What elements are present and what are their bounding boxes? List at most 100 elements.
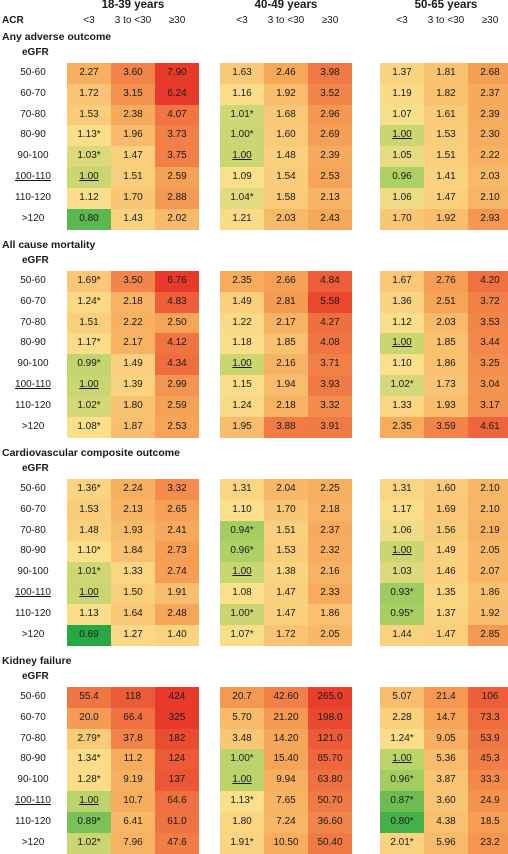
heatmap-cell: 1.09: [220, 167, 264, 189]
cell-value: 1.53: [79, 108, 99, 120]
cell-value: 1.70: [392, 212, 412, 224]
heatmap-cell: 5.70: [220, 707, 264, 729]
cell-value: 0.96*: [230, 545, 254, 557]
heatmap-cell: 1.10: [220, 499, 264, 521]
egfr-row-label: >120: [21, 628, 45, 640]
cell-value: 1.49: [123, 358, 143, 370]
cell-value: 1.00*: [230, 607, 254, 619]
cell-value: 3.32: [167, 483, 187, 494]
heatmap-cell: 2.19: [468, 520, 508, 542]
acr-category-header: <3: [83, 15, 95, 26]
egfr-label: eGFR: [22, 255, 49, 266]
heatmap-cell: 1.24: [220, 395, 264, 417]
heatmap-cell: 1.37: [380, 63, 424, 85]
heatmap-cell: 1.85: [424, 333, 468, 355]
heatmap-cell: 2.33: [308, 583, 352, 605]
cell-value: 2.96: [320, 108, 340, 120]
heatmap-cell: 7.65: [264, 791, 308, 813]
heatmap-cell: 2.01*: [380, 832, 424, 854]
cell-value: 2.37: [320, 524, 340, 536]
heatmap-cell: 1.18: [220, 333, 264, 355]
heatmap-cell: 1.21: [220, 208, 264, 230]
heatmap-cell: 1.43: [111, 208, 155, 230]
cell-value: 1.12: [79, 191, 99, 203]
heatmap-cell: 37.8: [111, 728, 155, 750]
heatmap-cell: 1.00*: [220, 125, 264, 147]
cell-value: 33.3: [480, 774, 500, 786]
egfr-row-label: 80-90: [20, 337, 46, 349]
heatmap-cell: 1.01*: [67, 562, 111, 584]
heatmap-cell: 1.36*: [67, 479, 111, 501]
heatmap-cell: 3.75: [155, 146, 199, 168]
cell-value: 5.58: [320, 295, 340, 307]
heatmap-cell: 7.24: [264, 811, 308, 833]
cell-value: 1.00: [79, 795, 99, 806]
cell-value: 1.00: [392, 753, 412, 765]
cell-value: 4.08: [320, 337, 340, 349]
heatmap-cell: 4.08: [308, 333, 352, 355]
cell-value: 2.16: [320, 566, 340, 578]
cell-value: 2.04: [276, 483, 296, 494]
heatmap-cell: 1.51: [264, 520, 308, 542]
cell-value: 0.96: [392, 171, 412, 182]
heatmap-cell: 2.22: [111, 312, 155, 334]
cell-value: 2.50: [167, 316, 187, 328]
heatmap-cell: 85.70: [308, 749, 352, 771]
heatmap-cell: 1.08*: [67, 416, 111, 438]
cell-value: 2.18: [123, 295, 143, 307]
heatmap-cell: 1.13*: [67, 125, 111, 147]
cell-value: 1.00: [79, 587, 99, 598]
cell-value: 2.59: [167, 171, 187, 182]
cell-value: 1.51: [436, 150, 456, 162]
cell-value: 5.70: [232, 711, 252, 723]
cell-value: 1.17*: [77, 337, 101, 349]
cell-value: 1.54: [276, 171, 296, 182]
heatmap-cell: 1.34*: [67, 749, 111, 771]
cell-value: 1.00*: [230, 753, 254, 765]
heatmap-cell: 1.00: [67, 791, 111, 813]
heatmap-cell: 33.3: [468, 770, 508, 792]
heatmap-cell: 1.49: [424, 541, 468, 563]
cell-value: 5.36: [436, 753, 456, 765]
cell-value: 1.21: [232, 212, 252, 224]
cell-value: 2.33: [320, 587, 340, 598]
cell-value: 4.27: [320, 316, 340, 328]
cell-value: 1.85: [276, 337, 296, 349]
cell-value: 2.81: [276, 295, 296, 307]
cell-value: 1.09: [232, 171, 252, 182]
heatmap-cell: 1.60: [264, 125, 308, 147]
heatmap-cell: 1.49: [111, 354, 155, 376]
egfr-row-label: 100-110: [15, 795, 51, 806]
heatmap-cell: 1.33: [111, 562, 155, 584]
heatmap-cell: 1.05: [380, 146, 424, 168]
heatmap-cell: 0.96: [380, 167, 424, 189]
egfr-row-label: 70-80: [20, 108, 46, 120]
heatmap-cell: 4.38: [424, 811, 468, 833]
cell-value: 2.05: [480, 545, 500, 557]
heatmap-cell: 1.00: [220, 562, 264, 584]
acr-category-header: <3: [396, 15, 408, 26]
heatmap-cell: 3.52: [308, 83, 352, 105]
heatmap-cell: 73.3: [468, 707, 508, 729]
cell-value: 1.86: [480, 587, 500, 598]
cell-value: 2.03: [480, 171, 500, 182]
cell-value: 1.27: [123, 628, 143, 640]
cell-value: 1.00: [392, 129, 412, 141]
heatmap-cell: 1.91: [155, 583, 199, 605]
egfr-row-label: 60-70: [20, 711, 46, 723]
heatmap-cell: 1.00: [67, 375, 111, 397]
heatmap-cell: 3.73: [155, 125, 199, 147]
heatmap-cell: 1.12: [67, 187, 111, 209]
heatmap-cell: 9.19: [111, 770, 155, 792]
heatmap-cell: 1.28*: [67, 770, 111, 792]
egfr-row-label: 100-110: [15, 379, 51, 390]
heatmap-cell: 1.16: [220, 83, 264, 105]
heatmap-cell: 2.25: [308, 479, 352, 501]
heatmap-cell: 2.07: [468, 562, 508, 584]
heatmap-cell: 50.40: [308, 832, 352, 854]
heatmap-cell: 121.0: [308, 728, 352, 750]
heatmap-cell: 5.36: [424, 749, 468, 771]
heatmap-cell: 182: [155, 728, 199, 750]
heatmap-cell: 106: [468, 687, 508, 709]
cell-value: 1.31: [232, 483, 252, 494]
